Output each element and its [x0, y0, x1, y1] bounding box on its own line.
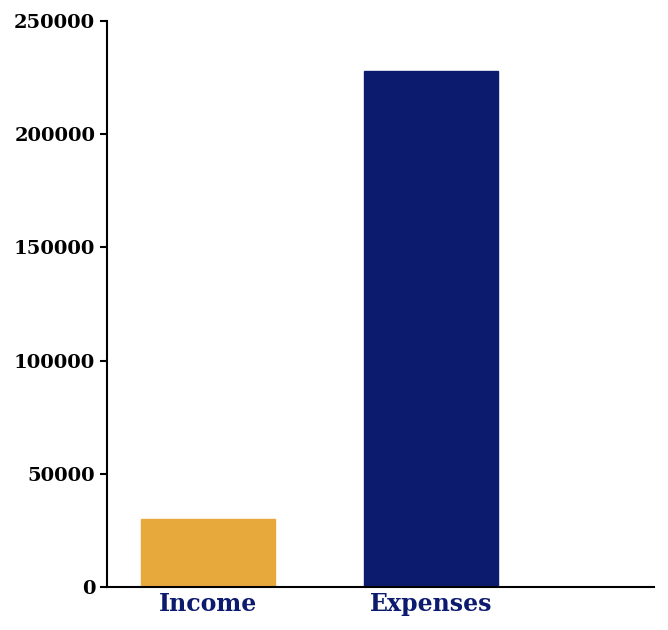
Bar [364, 71, 498, 587]
Bar [140, 519, 275, 587]
